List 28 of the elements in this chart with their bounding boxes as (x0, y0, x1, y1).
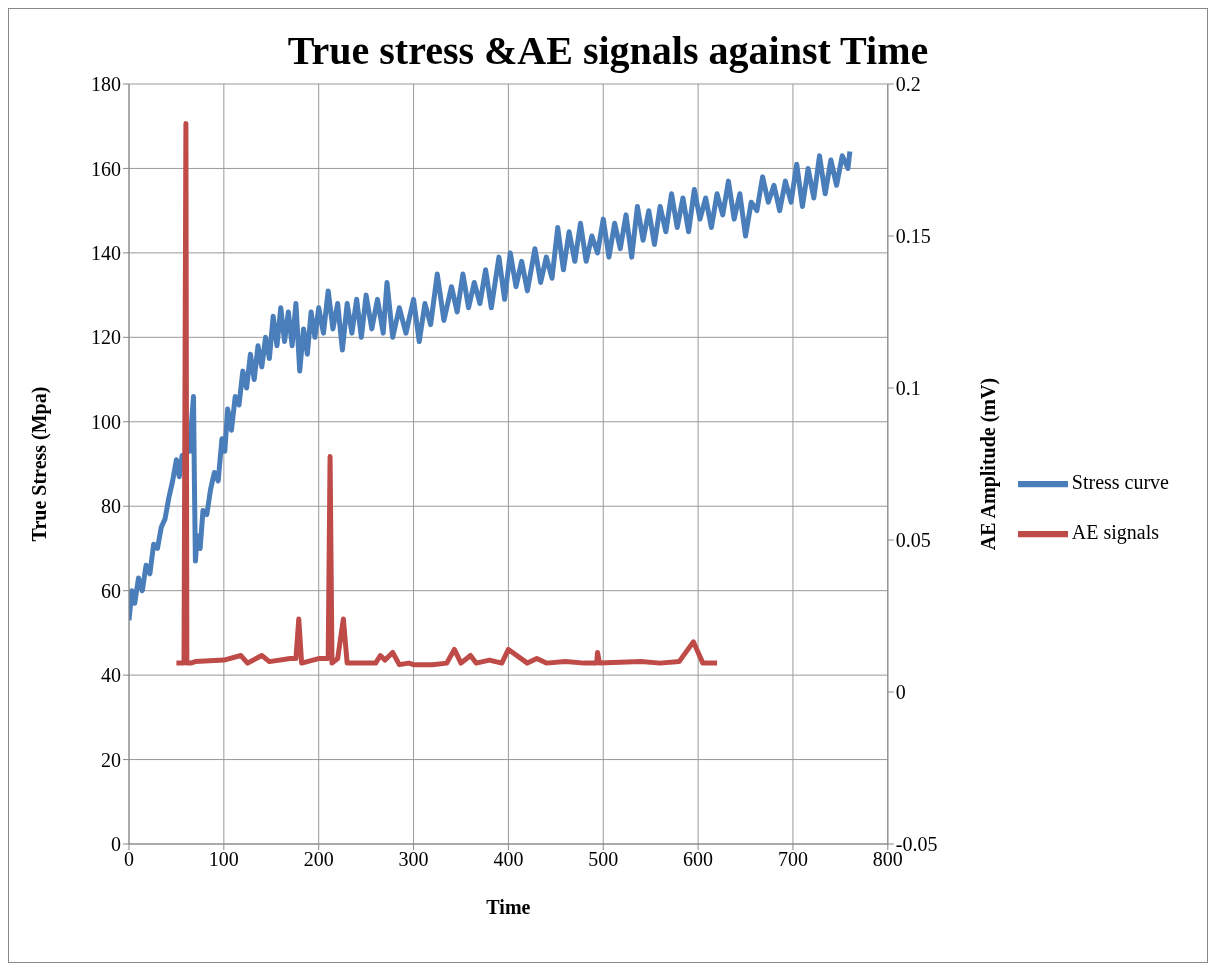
y-tick-label: 80 (101, 495, 121, 518)
y2-tick-label: 0.15 (895, 225, 931, 248)
chart-title: True stress &AE signals against Time (286, 27, 930, 74)
y-tick-label: 100 (91, 410, 121, 433)
y2-tick-label: 0.05 (895, 529, 931, 552)
y-axis-title: True Stress (Mpa) (28, 386, 52, 542)
x-tick-label: 500 (588, 848, 619, 871)
y2-tick-label: 0 (895, 681, 906, 704)
legend-label: Stress curve (1071, 470, 1169, 493)
x-tick-label: 300 (398, 848, 429, 871)
x-tick-label: 700 (777, 848, 808, 871)
y-tick-label: 180 (91, 73, 121, 96)
x-axis-title: Time (486, 896, 531, 918)
y-tick-label: 120 (91, 326, 121, 349)
y2-axis-title: AE Amplitude (mV) (976, 377, 1000, 551)
x-tick-label: 600 (683, 848, 714, 871)
x-tick-label: 400 (493, 848, 524, 871)
x-tick-label: 200 (303, 848, 334, 871)
y-tick-label: 140 (91, 241, 121, 264)
y-tick-label: 40 (101, 664, 121, 687)
legend-label: AE signals (1071, 520, 1160, 543)
y-tick-label: 160 (91, 157, 121, 180)
y-tick-label: 60 (101, 579, 121, 602)
y-tick-label: 20 (101, 748, 121, 771)
y2-tick-label: 0.1 (895, 377, 921, 400)
y-tick-label: 0 (111, 833, 121, 856)
y2-tick-label: 0.2 (895, 73, 921, 96)
x-tick-label: 100 (208, 848, 239, 871)
